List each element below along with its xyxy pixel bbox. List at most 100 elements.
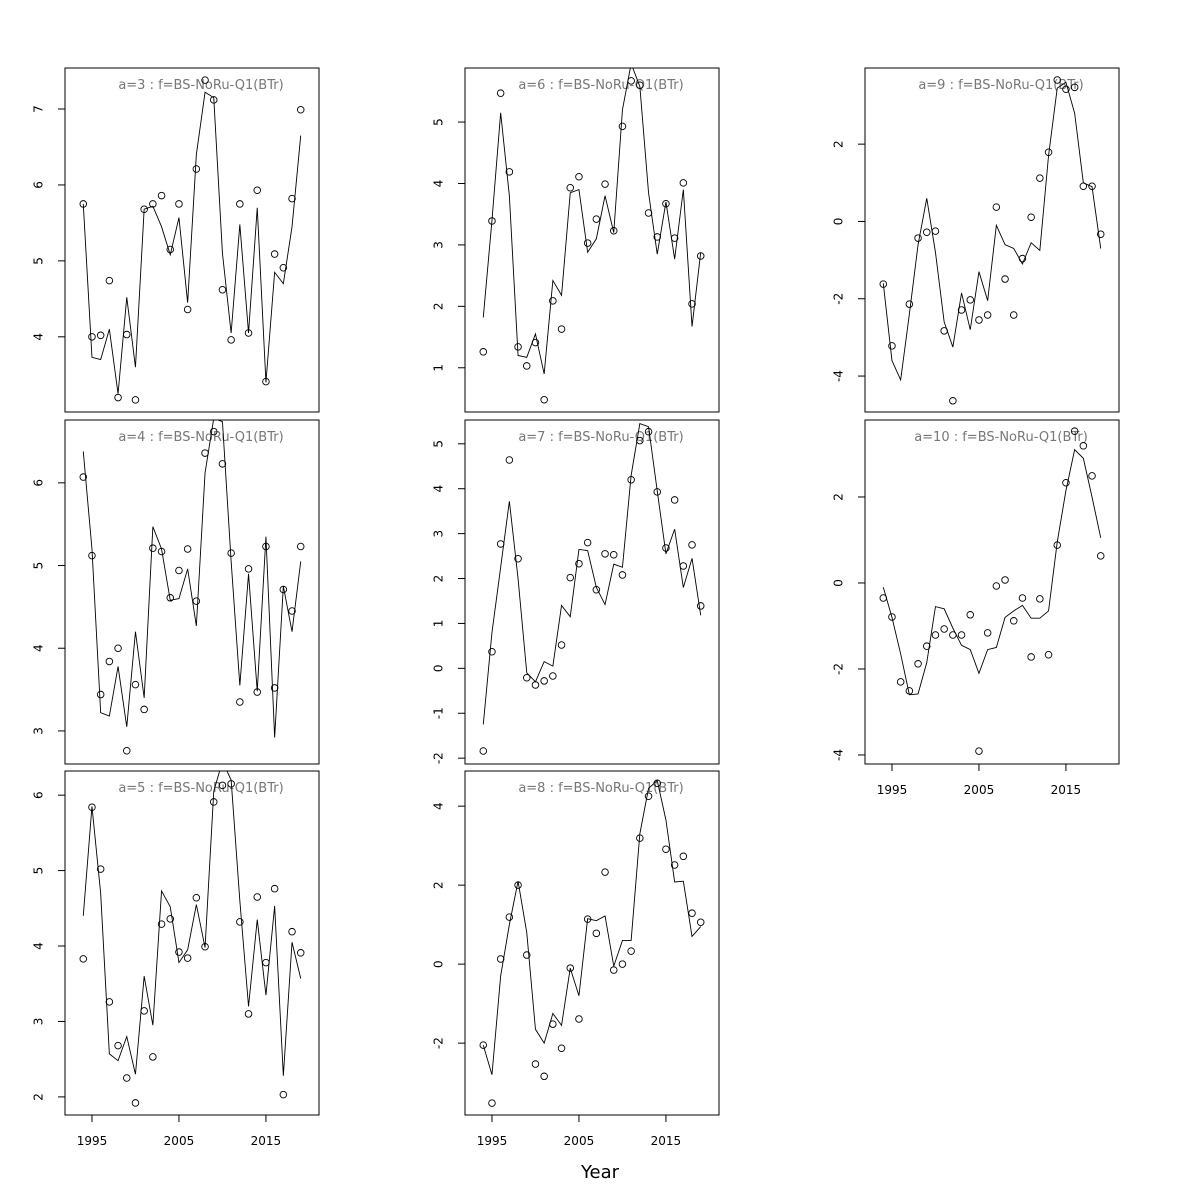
data-point — [496, 89, 505, 97]
data-point — [140, 1007, 148, 1015]
y-tick-label: 4 — [432, 485, 446, 493]
data-point — [679, 852, 688, 861]
y-tick-label: 5 — [432, 440, 446, 448]
data-point — [566, 573, 575, 582]
y-tick-label: 0 — [832, 218, 846, 226]
data-point — [149, 1053, 157, 1061]
data-point — [540, 395, 548, 404]
data-point — [575, 1015, 583, 1023]
data-point — [888, 342, 896, 350]
data-point — [227, 336, 235, 344]
data-point — [566, 964, 575, 972]
y-tick-label: -1 — [432, 707, 446, 719]
data-point — [992, 582, 1001, 590]
data-point — [957, 306, 966, 314]
y-tick-label: 2 — [432, 881, 446, 889]
data-point — [166, 915, 175, 923]
data-point — [549, 672, 557, 680]
data-point — [183, 954, 192, 962]
y-tick-label: 2 — [832, 140, 846, 148]
data-point — [505, 456, 514, 464]
fitted-line — [82, 771, 302, 1076]
data-point — [679, 562, 688, 570]
data-point — [1070, 83, 1079, 92]
data-point — [983, 629, 992, 637]
data-point — [479, 747, 488, 755]
data-point — [601, 550, 609, 558]
data-point — [644, 792, 653, 801]
data-point — [131, 680, 140, 689]
data-point — [488, 647, 496, 656]
data-point — [123, 1074, 131, 1082]
data-point — [696, 602, 705, 610]
data-point — [296, 949, 305, 957]
data-point — [905, 300, 914, 308]
data-point — [296, 106, 305, 114]
y-tick-label: -2 — [832, 663, 846, 675]
data-point — [175, 566, 183, 575]
panel-title: a=6 : f=BS-NoRu-Q1(BTr) — [518, 78, 683, 93]
y-tick-label: 1 — [432, 364, 446, 372]
data-point — [157, 191, 166, 200]
data-point — [566, 184, 575, 192]
data-point — [583, 239, 592, 247]
data-point — [166, 245, 175, 254]
x-tick-label: 1995 — [877, 783, 908, 797]
data-point — [1018, 594, 1027, 602]
data-point — [279, 263, 288, 272]
data-point — [523, 951, 531, 959]
y-tick-label: 5 — [432, 118, 446, 126]
data-point — [696, 918, 705, 927]
data-point — [688, 909, 696, 917]
data-point — [662, 845, 670, 853]
y-tick-label: 0 — [832, 579, 846, 587]
data-point — [236, 698, 244, 706]
data-point — [523, 362, 531, 370]
panel-title: a=5 : f=BS-NoRu-Q1(BTr) — [118, 781, 283, 796]
data-point — [609, 550, 618, 559]
data-point — [618, 960, 627, 968]
y-tick-label: 3 — [32, 1018, 46, 1026]
x-tick-label: 1995 — [477, 1134, 508, 1148]
data-point — [79, 473, 88, 481]
x-axis-label: Year — [580, 1162, 620, 1183]
data-point — [218, 781, 227, 790]
data-point — [96, 865, 105, 873]
data-point — [96, 690, 105, 699]
data-point — [79, 955, 88, 963]
data-point — [627, 947, 635, 955]
data-point — [592, 929, 601, 938]
data-point — [114, 393, 122, 402]
data-point — [270, 250, 279, 258]
data-point — [618, 571, 627, 579]
y-tick-label: 0 — [432, 665, 446, 673]
data-point — [123, 330, 131, 339]
data-point — [105, 998, 114, 1006]
data-point — [688, 541, 696, 549]
y-tick-label: 4 — [32, 942, 46, 950]
data-point — [505, 913, 514, 921]
data-point — [523, 674, 531, 682]
data-point — [618, 122, 627, 131]
data-point — [940, 625, 948, 633]
data-point — [1036, 595, 1044, 603]
data-point — [557, 325, 566, 333]
data-point — [975, 316, 983, 324]
data-point — [583, 538, 592, 547]
data-point — [1001, 275, 1009, 283]
panel-title: a=3 : f=BS-NoRu-Q1(BTr) — [118, 78, 283, 93]
data-point — [1096, 230, 1105, 238]
data-point — [201, 449, 209, 457]
plot-frame — [464, 419, 720, 765]
fitted-line — [482, 68, 702, 375]
data-point — [896, 678, 905, 686]
y-tick-label: 5 — [32, 257, 46, 265]
y-tick-label: -4 — [832, 370, 846, 382]
data-point — [949, 397, 957, 405]
data-point — [957, 631, 966, 639]
data-point — [131, 396, 140, 404]
y-tick-label: 6 — [32, 791, 46, 799]
data-point — [688, 300, 696, 308]
data-point — [253, 186, 261, 195]
data-point — [505, 168, 514, 176]
